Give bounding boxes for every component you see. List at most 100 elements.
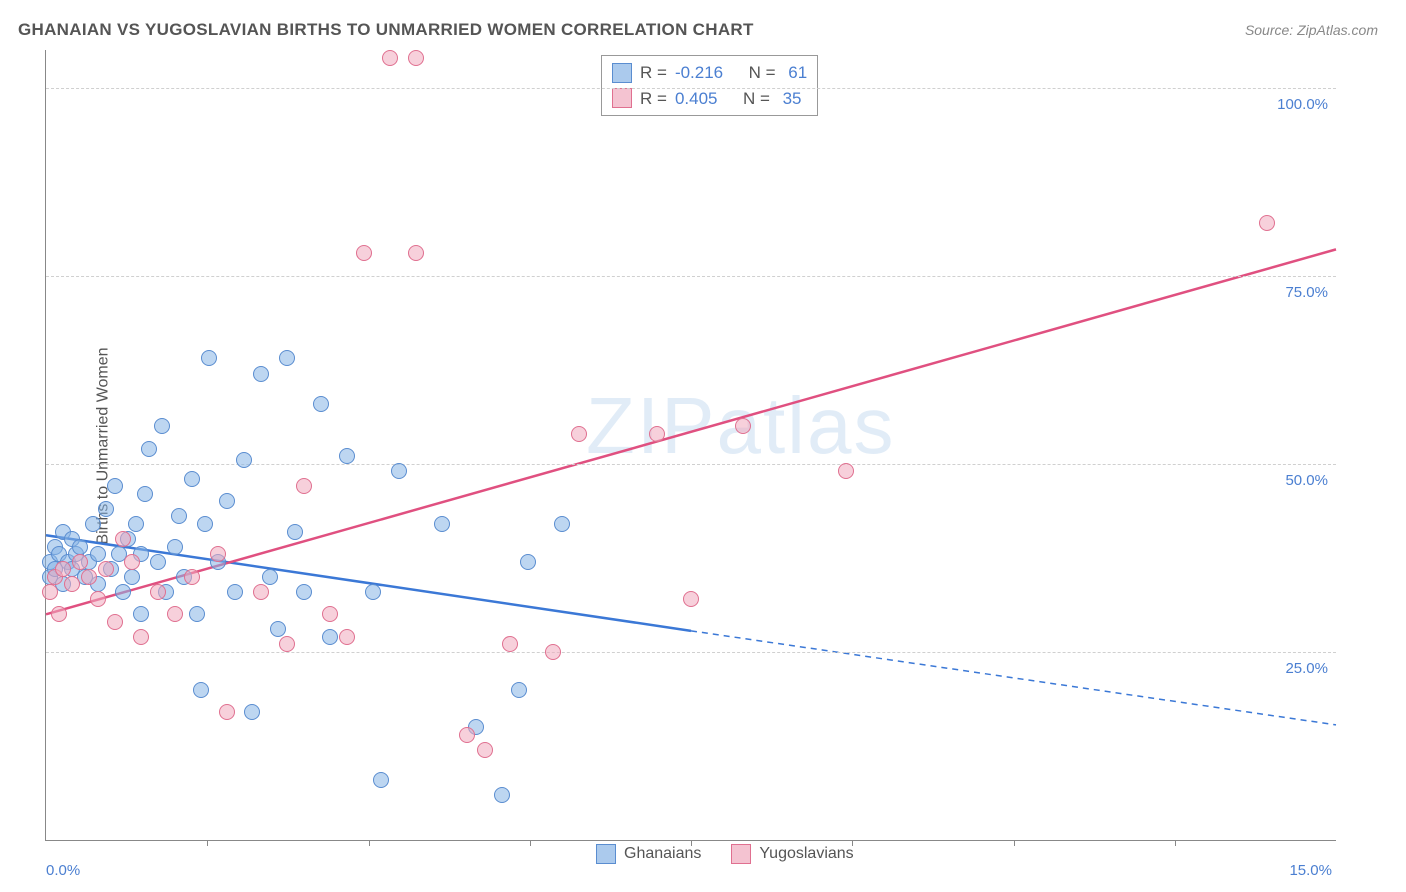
trend-line-extension <box>691 631 1336 725</box>
data-point <box>391 463 407 479</box>
data-point <box>477 742 493 758</box>
data-point <box>133 629 149 645</box>
data-point <box>322 606 338 622</box>
data-point <box>520 554 536 570</box>
data-point <box>322 629 338 645</box>
data-point <box>90 546 106 562</box>
data-point <box>141 441 157 457</box>
stat-n-label: N = <box>749 60 776 86</box>
data-point <box>51 606 67 622</box>
x-tick <box>1175 840 1176 846</box>
trend-line <box>46 249 1336 614</box>
data-point <box>55 561 71 577</box>
data-point <box>193 682 209 698</box>
y-tick-label: 50.0% <box>1285 472 1328 489</box>
data-point <box>64 576 80 592</box>
data-point <box>98 561 114 577</box>
data-point <box>502 636 518 652</box>
x-tick-label: 0.0% <box>46 862 80 879</box>
legend-item: Ghanaians <box>596 844 701 864</box>
data-point <box>253 584 269 600</box>
legend-label: Yugoslavians <box>759 845 853 863</box>
data-point <box>210 546 226 562</box>
data-point <box>279 350 295 366</box>
data-point <box>373 772 389 788</box>
data-point <box>459 727 475 743</box>
data-point <box>72 539 88 555</box>
stat-n-value: 35 <box>778 86 802 112</box>
data-point <box>171 508 187 524</box>
data-point <box>408 50 424 66</box>
data-point <box>219 704 235 720</box>
data-point <box>434 516 450 532</box>
data-point <box>339 448 355 464</box>
data-point <box>115 531 131 547</box>
source-credit: Source: ZipAtlas.com <box>1245 22 1378 38</box>
data-point <box>201 350 217 366</box>
data-point <box>244 704 260 720</box>
data-point <box>133 606 149 622</box>
data-point <box>554 516 570 532</box>
data-point <box>313 396 329 412</box>
legend-item: Yugoslavians <box>731 844 853 864</box>
x-tick <box>1014 840 1015 846</box>
data-point <box>128 516 144 532</box>
data-point <box>115 584 131 600</box>
stat-n-value: 61 <box>784 60 808 86</box>
data-point <box>838 463 854 479</box>
data-point <box>72 554 88 570</box>
data-point <box>107 478 123 494</box>
data-point <box>85 516 101 532</box>
data-point <box>339 629 355 645</box>
data-point <box>408 245 424 261</box>
data-point <box>197 516 213 532</box>
data-point <box>227 584 243 600</box>
data-point <box>545 644 561 660</box>
x-tick <box>207 840 208 846</box>
legend-swatch <box>731 844 751 864</box>
y-tick-label: 100.0% <box>1277 96 1328 113</box>
x-tick-label: 15.0% <box>1289 862 1332 879</box>
data-point <box>137 486 153 502</box>
data-point <box>1259 215 1275 231</box>
data-point <box>253 366 269 382</box>
plot-area: ZIPatlas R = -0.216 N = 61R = 0.405 N = … <box>45 50 1336 841</box>
x-tick <box>530 840 531 846</box>
stats-row: R = -0.216 N = 61 <box>612 60 807 86</box>
data-point <box>42 584 58 600</box>
data-point <box>184 471 200 487</box>
x-tick <box>369 840 370 846</box>
bottom-legend: Ghanaians Yugoslavians <box>596 844 854 864</box>
data-point <box>279 636 295 652</box>
data-point <box>356 245 372 261</box>
data-point <box>296 584 312 600</box>
stats-box: R = -0.216 N = 61R = 0.405 N = 35 <box>601 55 818 116</box>
data-point <box>167 539 183 555</box>
legend-swatch <box>612 63 632 83</box>
chart-title: GHANAIAN VS YUGOSLAVIAN BIRTHS TO UNMARR… <box>18 20 754 40</box>
data-point <box>511 682 527 698</box>
legend-label: Ghanaians <box>624 845 701 863</box>
gridline <box>46 276 1336 277</box>
data-point <box>649 426 665 442</box>
gridline <box>46 88 1336 89</box>
data-point <box>365 584 381 600</box>
data-point <box>262 569 278 585</box>
data-point <box>219 493 235 509</box>
data-point <box>167 606 183 622</box>
data-point <box>236 452 252 468</box>
stats-row: R = 0.405 N = 35 <box>612 86 807 112</box>
data-point <box>124 554 140 570</box>
data-point <box>382 50 398 66</box>
data-point <box>184 569 200 585</box>
data-point <box>571 426 587 442</box>
legend-swatch <box>612 88 632 108</box>
y-tick-label: 25.0% <box>1285 660 1328 677</box>
data-point <box>735 418 751 434</box>
trend-lines <box>46 50 1336 840</box>
data-point <box>494 787 510 803</box>
stat-r-label: R = <box>640 86 667 112</box>
data-point <box>81 569 97 585</box>
data-point <box>296 478 312 494</box>
data-point <box>150 554 166 570</box>
